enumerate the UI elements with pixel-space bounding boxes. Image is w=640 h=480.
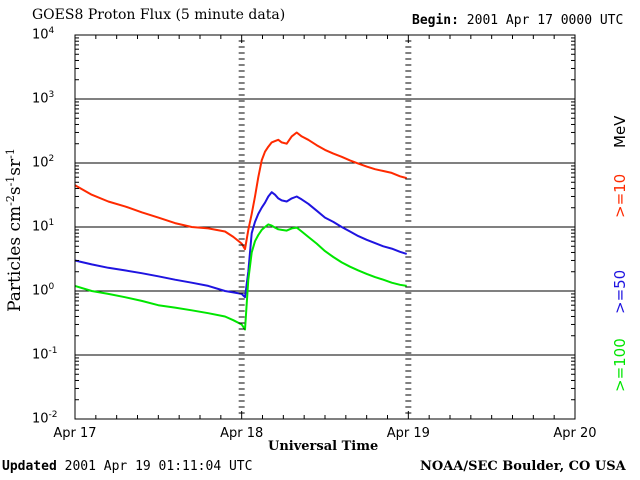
y-tick-label: 10-2 (32, 410, 58, 427)
y-axis-label-text: Particles cm-2s-1sr-1 (4, 148, 26, 312)
updated-value: 2001 Apr 19 01:11:04 UTC (64, 459, 253, 474)
x-tick-label: Apr 20 (553, 426, 597, 441)
begin-value: 2001 Apr 17 0000 UTC (466, 13, 624, 28)
credit: NOAA/SEC Boulder, CO USA (420, 459, 626, 474)
updated-time: Updated 2001 Apr 19 01:11:04 UTC (2, 460, 252, 474)
y-tick-label: 10-1 (32, 346, 58, 363)
legend-ge100: >=100 (611, 338, 629, 392)
x-tick-label: Apr 17 (53, 426, 97, 441)
y-tick-label: 104 (32, 26, 55, 43)
updated-label: Updated (2, 459, 57, 474)
begin-time: Begin: 2001 Apr 17 0000 UTC (412, 14, 623, 28)
legend-ge50: >=50 (611, 269, 629, 314)
legend-ge10: >=10 (611, 173, 629, 218)
y-tick-label: 100 (32, 282, 55, 299)
y-tick-label: 102 (32, 154, 55, 171)
grid-lines (75, 98, 575, 356)
y-axis-label: Particles cm-2s-1sr-1 (4, 148, 26, 312)
series-line-ge10 (74, 131, 407, 251)
series-line-ge100 (74, 223, 407, 331)
begin-label: Begin: (412, 13, 459, 28)
series-line-ge50 (74, 191, 407, 299)
chart-title: GOES8 Proton Flux (5 minute data) (32, 7, 286, 23)
y-tick-label: 101 (32, 218, 55, 235)
series-lines (74, 131, 407, 331)
y-tick-label: 103 (32, 90, 55, 107)
x-tick-label: Apr 19 (386, 426, 430, 441)
axis-ticks (74, 34, 576, 419)
x-tick-label: Apr 18 (220, 426, 264, 441)
x-axis-label: Universal Time (268, 439, 379, 454)
legend-unit: MeV (611, 115, 629, 148)
